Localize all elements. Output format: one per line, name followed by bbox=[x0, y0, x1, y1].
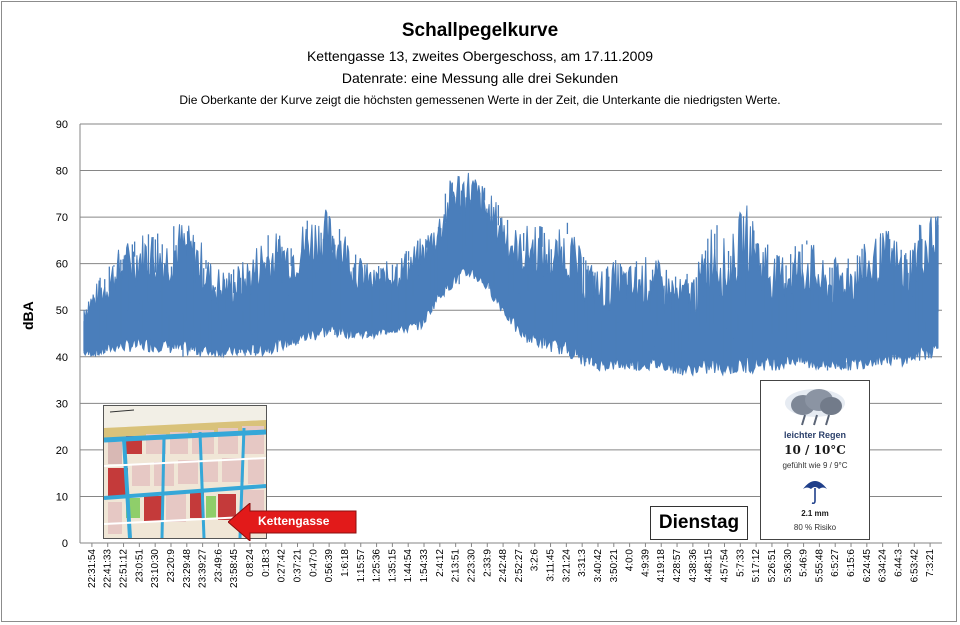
y-tick-labels: 0 10 20 30 40 50 60 70 80 90 bbox=[56, 119, 68, 550]
x-tick-label: 5:26:51 bbox=[767, 549, 778, 583]
x-tick-label: 6:44:3 bbox=[894, 549, 905, 577]
y-axis-label: dBA bbox=[20, 301, 36, 330]
x-tick-label: 0:18:3 bbox=[261, 549, 272, 577]
y-tick-label: 60 bbox=[56, 259, 68, 271]
series-envelope bbox=[83, 172, 939, 377]
x-tick-label: 4:19:18 bbox=[656, 549, 667, 583]
x-tick-label: 5:55:48 bbox=[814, 549, 825, 583]
x-tick-label: 3:40:42 bbox=[593, 549, 604, 583]
weather-feels-like: gefühlt wie 9 / 9°C bbox=[782, 461, 848, 470]
x-tick-label: 4:38:36 bbox=[688, 549, 699, 583]
x-tick-label: 1:15:57 bbox=[356, 549, 367, 583]
x-tick-label: 5:46:9 bbox=[799, 549, 810, 577]
weather-box: leichter Regen 10 / 10°C gefühlt wie 9 /… bbox=[760, 380, 870, 540]
x-tick-label: 23:0:51 bbox=[134, 549, 145, 583]
y-tick-label: 0 bbox=[62, 538, 68, 550]
x-tick-label: 23:10:30 bbox=[150, 549, 161, 588]
x-tick-label: 0:27:42 bbox=[277, 549, 288, 583]
x-tick-label: 6:24:45 bbox=[862, 549, 873, 583]
x-tick-label: 4:28:57 bbox=[672, 549, 683, 583]
x-tick-label: 23:58:45 bbox=[229, 549, 240, 588]
location-arrow bbox=[228, 503, 357, 541]
chart-title: Schallpegelkurve bbox=[401, 20, 559, 41]
x-tick-label: 6:15:6 bbox=[846, 549, 857, 577]
x-tick-label: 23:49:6 bbox=[213, 549, 224, 583]
x-tick-label: 1:25:36 bbox=[372, 549, 383, 583]
x-tick-label: 22:41:33 bbox=[103, 549, 114, 588]
x-tick-label: 6:53:42 bbox=[909, 549, 920, 583]
x-tick-label: 22:31:54 bbox=[87, 549, 98, 588]
x-tick-label: 1:44:54 bbox=[403, 549, 414, 583]
y-tick-label: 30 bbox=[56, 398, 68, 410]
x-tick-label: 3:2:6 bbox=[530, 549, 541, 572]
x-tick-label: 4:0:0 bbox=[625, 549, 636, 572]
x-tick-label: 5:7:33 bbox=[735, 549, 746, 577]
x-tick-label: 23:29:48 bbox=[182, 549, 193, 588]
chart-subtitle-3: Die Oberkante der Kurve zeigt die höchst… bbox=[179, 93, 781, 107]
x-tick-label: 6:34:24 bbox=[878, 549, 889, 583]
x-tick-label: 4:57:54 bbox=[720, 549, 731, 583]
x-tick-label: 2:42:48 bbox=[498, 549, 509, 583]
y-tick-label: 20 bbox=[56, 445, 68, 457]
x-tick-label: 3:21:24 bbox=[561, 549, 572, 583]
day-label: Dienstag bbox=[650, 506, 748, 540]
y-tick-label: 50 bbox=[56, 305, 68, 317]
x-tick-label: 1:35:15 bbox=[387, 549, 398, 583]
x-tick-label: 2:52:27 bbox=[514, 549, 525, 583]
x-tick-label: 22:51:12 bbox=[119, 549, 130, 588]
y-tick-label: 80 bbox=[56, 166, 68, 178]
y-tick-label: 40 bbox=[56, 352, 68, 364]
weather-rain-amount: 2.1 mm bbox=[801, 509, 829, 518]
chart-subtitle-1: Kettengasse 13, zweites Obergeschoss, am… bbox=[306, 48, 654, 64]
chart-subtitle-2: Datenrate: eine Messung alle drei Sekund… bbox=[341, 70, 619, 86]
x-tick-label: 2:13:51 bbox=[451, 549, 462, 583]
x-tick-label: 2:4:12 bbox=[435, 549, 446, 577]
y-tick-label: 10 bbox=[56, 491, 68, 503]
x-tick-label: 2:23:30 bbox=[467, 549, 478, 583]
weather-temperature: 10 / 10°C bbox=[784, 443, 846, 457]
x-tick-label: 1:6:18 bbox=[340, 549, 351, 577]
y-tick-label: 90 bbox=[56, 119, 68, 131]
x-tick-label: 0:37:21 bbox=[293, 549, 304, 583]
map-location-label: Kettengasse bbox=[258, 514, 330, 528]
x-tick-label: 5:36:30 bbox=[783, 549, 794, 583]
weather-rain-risk: 80 % Risiko bbox=[793, 523, 837, 532]
rain-cloud-icon bbox=[785, 389, 845, 426]
city-map-graphic bbox=[104, 406, 266, 538]
x-tick-label: 6:5:27 bbox=[830, 549, 841, 577]
x-tick-label: 3:11:45 bbox=[546, 549, 557, 582]
x-tick-label: 23:39:27 bbox=[198, 549, 209, 588]
weather-condition: leichter Regen bbox=[783, 430, 847, 440]
sound-level-envelope bbox=[83, 172, 939, 377]
x-tick-label: 4:48:15 bbox=[704, 549, 715, 583]
umbrella-icon bbox=[803, 481, 827, 505]
x-tick-label: 3:50:21 bbox=[609, 549, 620, 583]
x-tick-label: 0:47:0 bbox=[308, 549, 319, 577]
x-tick-label: 7:3:21 bbox=[925, 549, 936, 577]
x-tick-label: 2:33:9 bbox=[482, 549, 493, 577]
x-tick-label: 0:56:39 bbox=[324, 549, 335, 583]
x-tick-labels: 22:31:54 22:41:33 22:51:12 23:0:51 23:10:30 2… bbox=[87, 549, 936, 588]
x-tick-label: 4:9:39 bbox=[640, 549, 651, 577]
x-tick-label: 3:31:3 bbox=[577, 549, 588, 577]
x-tick-label: 0:8:24 bbox=[245, 549, 256, 577]
y-tick-label: 70 bbox=[56, 212, 68, 224]
x-tick-label: 5:17:12 bbox=[751, 549, 762, 583]
x-tick-label: 23:20:9 bbox=[166, 549, 177, 583]
x-tick-label: 1:54:33 bbox=[419, 549, 430, 583]
